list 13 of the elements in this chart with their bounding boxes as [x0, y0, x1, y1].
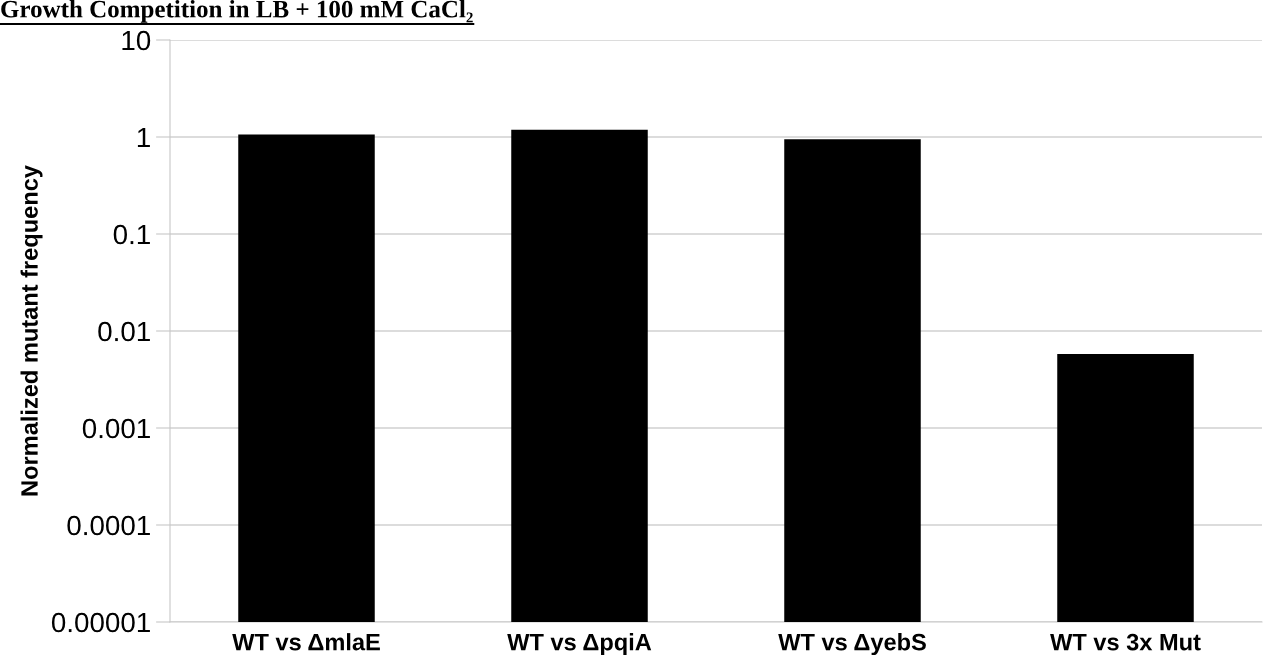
x-tick-label: WT vs ΔpqiA: [507, 633, 652, 656]
y-tick-label: 10: [122, 30, 151, 51]
chart-title: Growth Competition in LB + 100 mM CaCl₂: [1, 0, 473, 23]
x-tick-label: WT vs ΔyebS: [778, 633, 926, 656]
y-axis-title: Normalized mutant frequency: [20, 165, 43, 496]
y-tick-label: 0.01: [98, 321, 150, 342]
y-tick-label: 0.0001: [67, 515, 150, 536]
x-tick-label: WT vs ΔmlaE: [232, 633, 380, 651]
x-tick-label: WT vs 3x Mut: [1050, 633, 1201, 651]
y-tick-label: 0.1: [113, 224, 150, 245]
y-tick-label: 1: [137, 127, 150, 148]
y-tick-label: 0.00001: [51, 612, 150, 633]
y-tick-label: 0.001: [82, 418, 150, 439]
